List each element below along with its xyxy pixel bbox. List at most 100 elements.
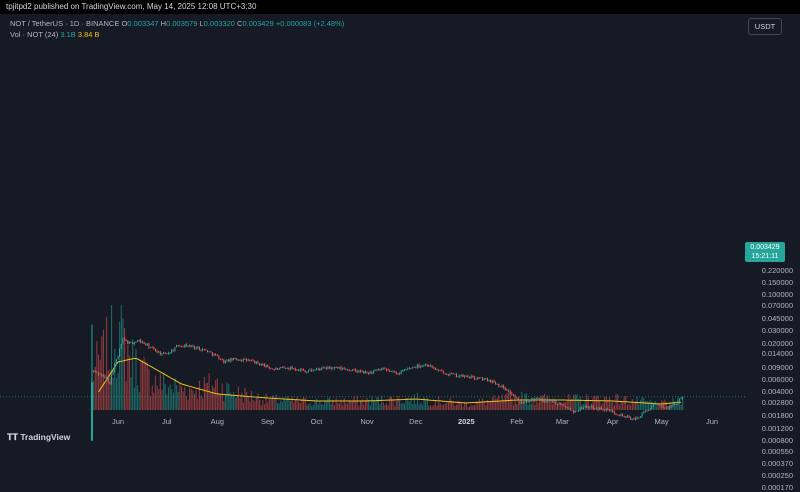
candle-body xyxy=(159,351,161,355)
currency-button[interactable]: USDT xyxy=(748,18,782,35)
volume-bar xyxy=(495,399,497,410)
candle-body xyxy=(399,373,401,375)
volume-label[interactable]: Vol · NOT (24) xyxy=(10,30,59,39)
volume-bar xyxy=(410,397,412,410)
candle-body xyxy=(535,398,537,401)
volume-bar xyxy=(234,397,236,410)
volume-bar xyxy=(298,401,300,410)
candle-body xyxy=(364,371,366,374)
price-tick-label: 0.020000 xyxy=(761,338,793,348)
price-tick-label: 0.001200 xyxy=(761,423,793,433)
candle-body xyxy=(631,419,633,421)
volume-bar xyxy=(137,385,139,410)
candle-body xyxy=(286,367,288,369)
candle-body xyxy=(307,371,309,372)
candle-body xyxy=(309,369,311,372)
volume-bar xyxy=(454,405,456,410)
volume-bar xyxy=(343,397,345,410)
volume-bar xyxy=(233,392,235,410)
candle-body xyxy=(197,347,199,348)
candle-body xyxy=(621,414,623,417)
volume-bar xyxy=(270,399,272,410)
volume-bar xyxy=(628,403,630,410)
volume-bar xyxy=(587,397,589,410)
volume-bar xyxy=(462,406,464,410)
candle-body xyxy=(244,358,246,360)
volume-bar xyxy=(379,404,381,410)
candle-body xyxy=(429,365,431,367)
candle-body xyxy=(425,364,427,366)
time-tick-label: 2025 xyxy=(457,417,475,426)
volume-bar xyxy=(96,341,98,410)
bar-countdown: 15:21:11 xyxy=(751,253,779,260)
volume-bar xyxy=(545,401,547,410)
volume-bar xyxy=(604,396,606,410)
candle-body xyxy=(638,417,640,419)
candle-body xyxy=(356,371,358,372)
volume-bar xyxy=(436,405,438,410)
volume-bar xyxy=(296,397,298,410)
volume-bar xyxy=(556,404,558,410)
volume-bar xyxy=(210,392,212,410)
volume-bar xyxy=(682,398,684,410)
volume-bar xyxy=(529,399,531,410)
price-chart[interactable] xyxy=(0,0,800,448)
volume-bar xyxy=(594,395,596,410)
volume-bar xyxy=(553,398,555,410)
candle-body xyxy=(317,368,319,370)
candle-body xyxy=(652,404,654,406)
candle-body xyxy=(90,382,93,441)
candle-body xyxy=(579,407,581,411)
candle-body xyxy=(576,410,578,412)
volume-bar xyxy=(438,396,440,410)
candle-body xyxy=(368,373,370,374)
volume-bar xyxy=(172,392,174,410)
candle-body xyxy=(207,350,209,353)
candle-body xyxy=(254,361,256,364)
candle-body xyxy=(242,358,244,361)
volume-bar xyxy=(332,399,334,410)
candle-body xyxy=(110,374,112,384)
candle-body xyxy=(475,378,477,380)
volume-bar xyxy=(94,366,96,410)
candle-body xyxy=(508,390,510,392)
volume-bar xyxy=(190,389,192,410)
candle-body xyxy=(467,375,469,378)
volume-bar xyxy=(262,400,264,410)
candle-body xyxy=(306,371,308,373)
candle-body xyxy=(138,339,140,341)
candle-body xyxy=(532,398,534,400)
volume-bar xyxy=(412,404,414,410)
close-label: C xyxy=(237,19,243,28)
candle-body xyxy=(145,343,147,346)
volume-bar xyxy=(540,395,542,410)
symbol-label[interactable]: NOT / TetherUS · 1D · BINANCE xyxy=(10,19,120,28)
candle-body xyxy=(506,389,508,391)
candle-body xyxy=(381,368,383,370)
volume-bar xyxy=(205,383,207,410)
candle-body xyxy=(491,380,493,383)
candle-body xyxy=(565,405,567,407)
candle-body xyxy=(630,417,632,420)
candle-body xyxy=(537,398,539,400)
volume-bar xyxy=(111,305,113,410)
candle-body xyxy=(501,385,503,387)
candle-body xyxy=(94,371,96,372)
candle-body xyxy=(442,371,444,374)
candle-body xyxy=(485,378,487,379)
candle-body xyxy=(120,344,122,349)
volume-bar xyxy=(182,391,184,410)
volume-bar xyxy=(659,405,661,410)
volume-bar xyxy=(207,382,209,410)
candle-body xyxy=(314,369,316,371)
volume-bar xyxy=(288,397,290,410)
time-tick-label: Aug xyxy=(210,417,224,426)
candle-body xyxy=(133,342,135,344)
volume-bar xyxy=(236,397,238,410)
volume-bar xyxy=(215,380,217,410)
candle-body xyxy=(402,369,404,372)
candle-body xyxy=(386,368,388,371)
candle-body xyxy=(674,404,676,405)
candle-body xyxy=(311,369,313,371)
volume-bar xyxy=(247,396,249,410)
